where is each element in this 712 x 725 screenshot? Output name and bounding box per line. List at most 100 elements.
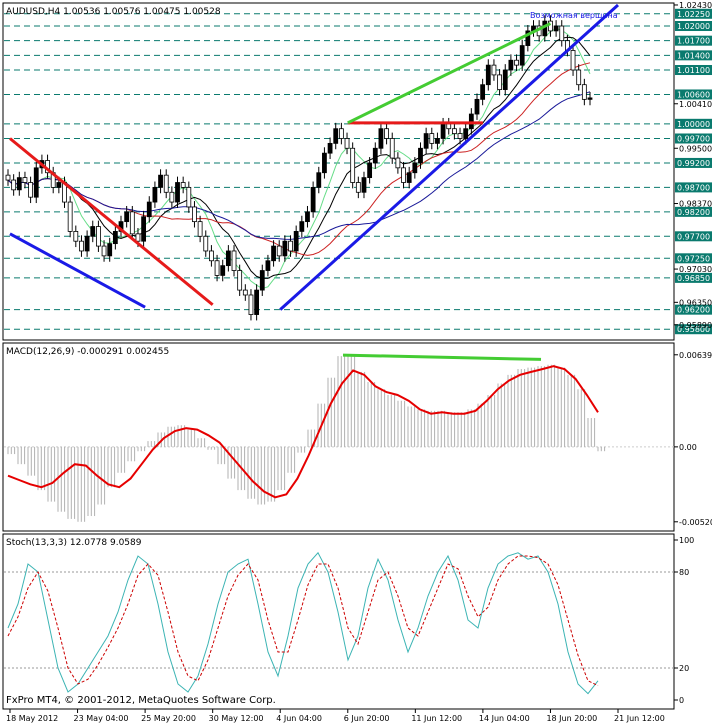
ma-mid bbox=[7, 36, 591, 279]
price-tick-label: 1.02430 bbox=[679, 1, 712, 10]
candle-body bbox=[169, 191, 175, 203]
macd-series: 0.00639 0.00 -0.00520 bbox=[4, 351, 712, 527]
candle-body bbox=[271, 245, 276, 262]
level-label: 0.98200 bbox=[677, 208, 710, 217]
macd-tick-label: 0.00639 bbox=[679, 351, 712, 360]
price-tick-label: 0.98370 bbox=[679, 200, 712, 209]
macd-panel-frame bbox=[2, 342, 675, 532]
candle-body bbox=[559, 25, 565, 42]
candle-body bbox=[254, 289, 260, 315]
level-label: 1.02250 bbox=[677, 10, 710, 19]
stoch-tick-label: 20 bbox=[679, 664, 689, 673]
level-label-bg bbox=[675, 35, 712, 46]
candle-body bbox=[84, 235, 90, 252]
level-label: 0.97250 bbox=[677, 254, 710, 263]
candle-body bbox=[192, 206, 197, 223]
time-axis-labels: 18 May 2012 23 May 04:00 25 May 20:00 30 Ma… bbox=[6, 709, 665, 723]
price-tick-label: 1.00410 bbox=[679, 100, 712, 109]
level-label: 1.01700 bbox=[677, 37, 710, 46]
candle-body bbox=[497, 74, 502, 90]
candle-body bbox=[135, 233, 141, 242]
candle-body bbox=[158, 174, 163, 188]
level-label-bg bbox=[675, 206, 712, 217]
candle-body bbox=[242, 289, 248, 296]
candle-body bbox=[152, 186, 158, 203]
level-label: 1.01100 bbox=[677, 66, 710, 75]
macd-tick-label: 0.00 bbox=[679, 443, 697, 452]
candle-body bbox=[112, 231, 118, 245]
candle-body bbox=[259, 270, 265, 291]
candle-body bbox=[327, 142, 333, 154]
candle-body bbox=[214, 260, 220, 276]
level-label-bg bbox=[675, 272, 712, 283]
candle-body bbox=[33, 167, 39, 198]
candle-body bbox=[90, 226, 96, 237]
level-label: 0.95800 bbox=[677, 325, 710, 334]
candle-body bbox=[163, 174, 169, 193]
candle-body bbox=[435, 138, 440, 144]
candle-body bbox=[570, 50, 576, 71]
price-tick-label: 0.97030 bbox=[679, 265, 712, 274]
candle-body bbox=[305, 211, 310, 223]
candle-body bbox=[322, 152, 327, 174]
candle-body bbox=[355, 182, 361, 193]
candle-body bbox=[175, 182, 180, 203]
time-tick-label: 25 May 20:00 bbox=[141, 714, 196, 723]
macd-title: MACD(12,26,9) -0.000291 0.002455 bbox=[6, 347, 169, 357]
candle-body bbox=[429, 133, 435, 144]
candle-body bbox=[293, 231, 299, 252]
level-label-bg bbox=[675, 304, 712, 315]
candle-body bbox=[474, 98, 480, 115]
ma-slow-blue bbox=[7, 91, 591, 240]
level-label: 0.96200 bbox=[677, 306, 710, 315]
level-label-bg bbox=[675, 8, 712, 19]
macd-divergence-line bbox=[342, 353, 542, 361]
trendline-green bbox=[347, 22, 552, 125]
candle-body bbox=[203, 235, 209, 252]
level-label-bg bbox=[675, 182, 712, 193]
stoch-signal-line bbox=[7, 555, 599, 687]
candle-body bbox=[446, 123, 452, 130]
time-tick-label: 6 Jun 20:00 bbox=[344, 714, 390, 723]
candle-body bbox=[22, 177, 28, 183]
footer-copyright: FxPro MT4, © 2001-2012, MetaQuotes Softw… bbox=[6, 695, 276, 706]
candle-body bbox=[299, 221, 305, 232]
price-tick-label: 0.95890 bbox=[679, 321, 712, 330]
candle-body bbox=[389, 138, 395, 159]
trendlines bbox=[9, 3, 620, 311]
time-tick-label: 4 Jun 04:00 bbox=[276, 714, 322, 723]
candle-body bbox=[67, 201, 73, 232]
level-label-bg bbox=[675, 231, 712, 242]
candle-body bbox=[16, 177, 22, 191]
candle-body bbox=[338, 128, 344, 139]
candle-body bbox=[231, 250, 237, 271]
candle-body bbox=[107, 243, 113, 257]
trendline-red bbox=[9, 137, 214, 306]
level-label-bg bbox=[675, 253, 712, 264]
candle-body bbox=[96, 226, 101, 247]
candle-body bbox=[220, 265, 226, 276]
candle-body bbox=[423, 133, 429, 149]
peak-annotation: Возможная вершина bbox=[530, 11, 618, 20]
candle-body bbox=[519, 45, 525, 66]
candle-body bbox=[333, 128, 339, 144]
stoch-tick-label: 100 bbox=[679, 536, 694, 545]
level-label-bg bbox=[675, 324, 712, 335]
candle-body bbox=[141, 216, 147, 242]
candle-body bbox=[372, 147, 378, 164]
candle-body bbox=[525, 30, 531, 46]
candle-body bbox=[124, 211, 130, 223]
candle-body bbox=[451, 128, 457, 134]
stoch-title: Stoch(13,3,3) 12.0778 9.0589 bbox=[6, 538, 142, 548]
candle-body bbox=[73, 231, 79, 242]
price-tick-label: 0.99500 bbox=[679, 144, 712, 153]
candle-body bbox=[56, 182, 62, 188]
ma-fast bbox=[7, 27, 591, 290]
level-label-bg bbox=[675, 21, 712, 32]
price-axis-labels: 1.02250 1.02000 1.01700 1.01400 1.01100 1.006… bbox=[674, 1, 712, 335]
candle-body bbox=[480, 84, 486, 100]
level-label: 1.02000 bbox=[677, 22, 710, 31]
candle-body bbox=[288, 240, 293, 252]
candle-body bbox=[28, 182, 34, 198]
